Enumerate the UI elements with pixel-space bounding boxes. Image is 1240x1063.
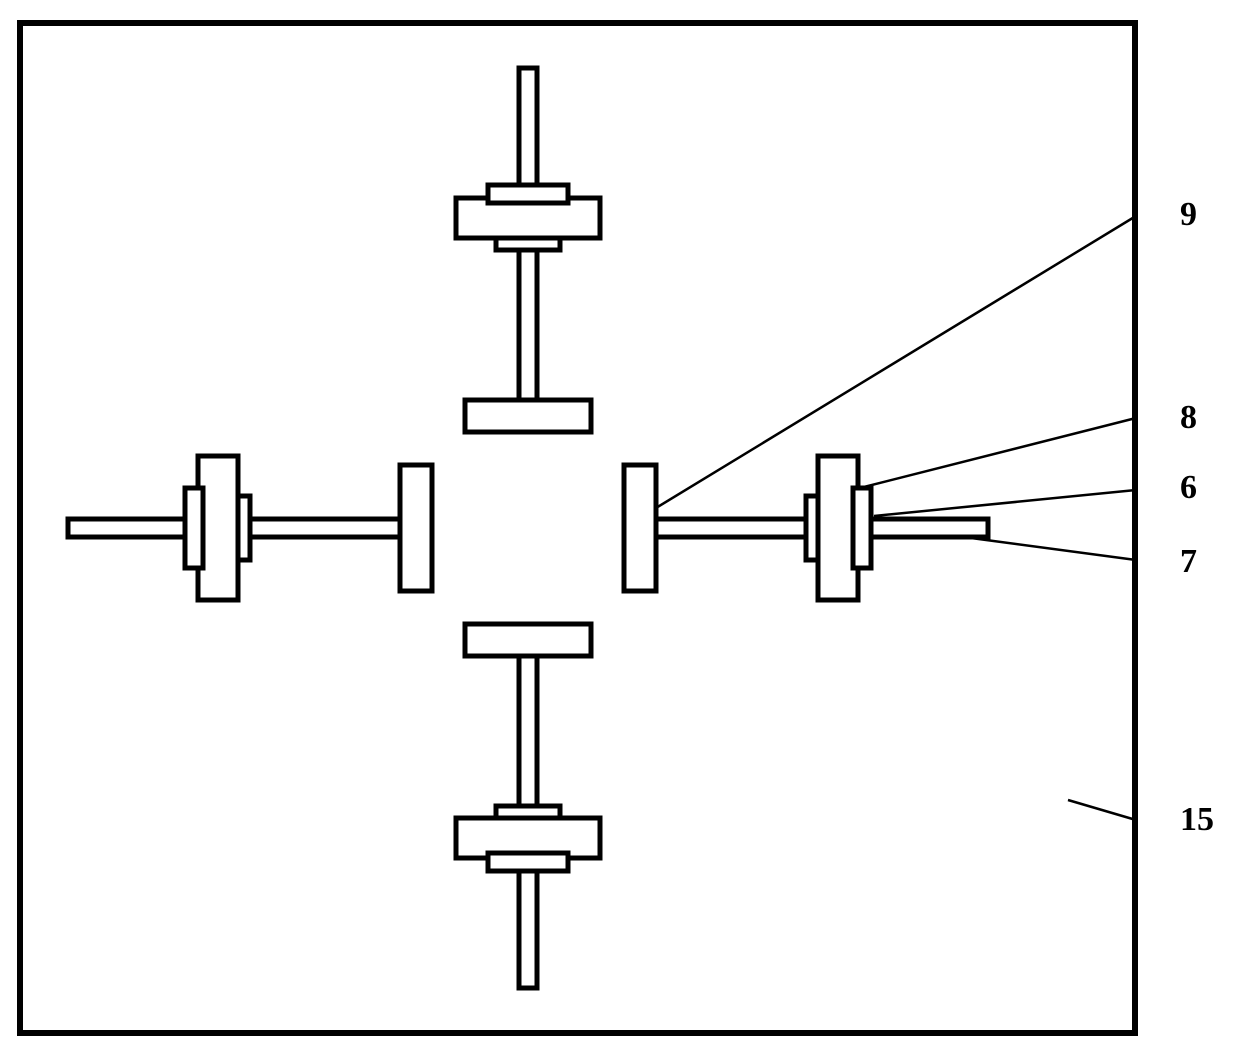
label-7: 7 (1180, 543, 1197, 580)
clamp-plate-top (465, 400, 591, 432)
small-disc-bottom (488, 853, 568, 871)
label-9: 9 (1180, 196, 1197, 233)
diagram-svg: 9 8 6 7 15 (0, 0, 1240, 1063)
small-disc-left (185, 488, 203, 568)
label-8: 8 (1180, 399, 1197, 436)
small-disc-right (853, 488, 871, 568)
clamp-plate-bottom (465, 624, 591, 656)
label-15: 15 (1180, 801, 1214, 838)
clamp-plate-left (400, 465, 432, 591)
clamp-plate-right (624, 465, 656, 591)
small-disc-top (488, 185, 568, 203)
label-6: 6 (1180, 469, 1197, 506)
